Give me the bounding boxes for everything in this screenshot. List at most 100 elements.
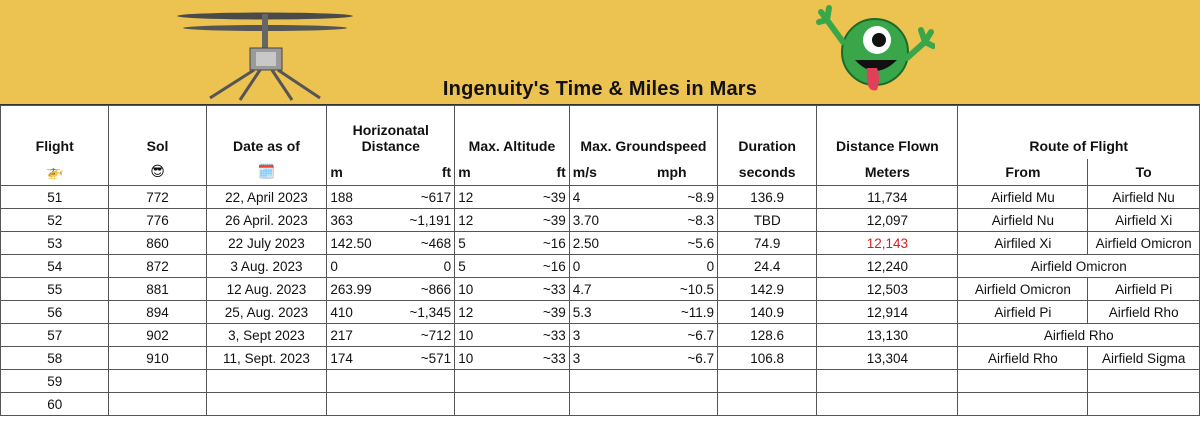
date-cell: 26 April. 2023 bbox=[205, 208, 328, 232]
from-cell: Airfield Nu bbox=[957, 208, 1089, 232]
table-row: 58 910 11, Sept. 2023 174 ~571 10 ~33 3 … bbox=[0, 346, 1200, 370]
horiz-ft-cell: ~712 bbox=[384, 323, 456, 347]
horiz-m-cell: 363 bbox=[326, 208, 385, 232]
speed-mph-cell: ~8.3 bbox=[626, 208, 719, 232]
speed-mph-cell: ~11.9 bbox=[626, 300, 719, 324]
table-row: 60 bbox=[0, 392, 1200, 416]
empty-cell bbox=[957, 369, 1089, 393]
from-cell: Airfield Rho bbox=[957, 346, 1089, 370]
horiz-ft-cell: ~468 bbox=[384, 231, 456, 255]
alt-m-cell: 12 bbox=[454, 208, 512, 232]
flights-table: Flight Sol Date as of Horizonatal Distan… bbox=[0, 105, 1200, 416]
speed-ms-cell: 3.70 bbox=[568, 208, 627, 232]
duration-cell: 24.4 bbox=[717, 254, 818, 278]
alt-m-unit: m bbox=[454, 158, 512, 186]
distance-unit: Meters bbox=[816, 158, 959, 186]
horiz-ft-cell: ~1,191 bbox=[384, 208, 456, 232]
alien-icon bbox=[816, 5, 935, 91]
route-header: Route of Flight bbox=[957, 105, 1200, 159]
empty-cell bbox=[1087, 392, 1200, 416]
alt-ft-cell: ~39 bbox=[511, 208, 570, 232]
empty-cell bbox=[957, 392, 1089, 416]
speed-mph-cell: ~8.9 bbox=[626, 185, 719, 209]
alt-m-cell: 10 bbox=[454, 277, 512, 301]
distance-cell: 12,503 bbox=[816, 277, 959, 301]
table-row: 57 902 3, Sept 2023 217 ~712 10 ~33 3 ~6… bbox=[0, 323, 1200, 347]
date-header: Date as of bbox=[205, 105, 328, 159]
speed-mph-unit: mph bbox=[626, 158, 719, 186]
empty-cell bbox=[108, 392, 207, 416]
sol-cell: 860 bbox=[108, 231, 207, 255]
from-cell: Airfield Mu bbox=[957, 185, 1089, 209]
distance-cell: 12,097 bbox=[816, 208, 959, 232]
distance-cell-highlighted: 12,143 bbox=[816, 231, 959, 255]
sol-cell: 910 bbox=[108, 346, 207, 370]
table-row: 59 bbox=[0, 369, 1200, 393]
route-cell: Airfield Rho bbox=[957, 323, 1200, 347]
distance-flown-header: Distance Flown bbox=[816, 105, 959, 159]
horiz-m-cell: 263.99 bbox=[326, 277, 385, 301]
sol-cell: 902 bbox=[108, 323, 207, 347]
horiz-m-cell: 217 bbox=[326, 323, 385, 347]
from-cell: Airfield Pi bbox=[957, 300, 1089, 324]
horiz-ft-cell: ~617 bbox=[384, 185, 456, 209]
distance-cell: 13,304 bbox=[816, 346, 959, 370]
from-cell: Airfiled Xi bbox=[957, 231, 1089, 255]
from-cell: Airfield Omicron bbox=[957, 277, 1089, 301]
to-cell: Airfield Nu bbox=[1087, 185, 1200, 209]
horiz-m-cell: 174 bbox=[326, 346, 385, 370]
max-groundspeed-header: Max. Groundspeed bbox=[568, 105, 719, 159]
empty-cell bbox=[384, 369, 456, 393]
empty-cell bbox=[717, 392, 818, 416]
alt-m-cell: 12 bbox=[454, 185, 512, 209]
empty-cell bbox=[205, 369, 328, 393]
alt-ft-cell: ~39 bbox=[511, 300, 570, 324]
duration-cell: TBD bbox=[717, 208, 818, 232]
from-header: From bbox=[957, 158, 1089, 186]
speed-ms-cell: 4.7 bbox=[568, 277, 627, 301]
horiz-ft-cell: ~1,345 bbox=[384, 300, 456, 324]
horiz-ft-unit: ft bbox=[384, 158, 456, 186]
sol-cell: 776 bbox=[108, 208, 207, 232]
alt-m-cell: 10 bbox=[454, 323, 512, 347]
flight-cell: 51 bbox=[0, 185, 110, 209]
to-cell: Airfield Omicron bbox=[1087, 231, 1200, 255]
speed-mph-cell: ~6.7 bbox=[626, 323, 719, 347]
distance-cell: 12,914 bbox=[816, 300, 959, 324]
alt-ft-cell: ~39 bbox=[511, 185, 570, 209]
speed-ms-cell: 3 bbox=[568, 323, 627, 347]
empty-cell bbox=[326, 369, 385, 393]
horizontal-distance-header: Horizonatal Distance bbox=[326, 105, 456, 159]
alt-ft-cell: ~16 bbox=[511, 254, 570, 278]
to-cell: Airfield Rho bbox=[1087, 300, 1200, 324]
alt-m-cell: 12 bbox=[454, 300, 512, 324]
title-banner: Ingenuity's Time & Miles in Mars bbox=[0, 0, 1200, 105]
speed-mph-cell: ~10.5 bbox=[626, 277, 719, 301]
date-cell: 12 Aug. 2023 bbox=[205, 277, 328, 301]
alt-m-cell: 5 bbox=[454, 254, 512, 278]
table-row: 54 872 3 Aug. 2023 0 0 5 ~16 0 0 24.4 12… bbox=[0, 254, 1200, 278]
empty-cell bbox=[511, 369, 570, 393]
empty-cell bbox=[626, 369, 719, 393]
flight-cell: 53 bbox=[0, 231, 110, 255]
sol-cell: 772 bbox=[108, 185, 207, 209]
date-cell: 22 July 2023 bbox=[205, 231, 328, 255]
empty-cell bbox=[326, 392, 385, 416]
flight-cell: 55 bbox=[0, 277, 110, 301]
empty-cell bbox=[568, 369, 627, 393]
flight-header: Flight bbox=[0, 105, 110, 159]
alt-m-cell: 5 bbox=[454, 231, 512, 255]
flight-cell: 57 bbox=[0, 323, 110, 347]
duration-cell: 140.9 bbox=[717, 300, 818, 324]
alt-ft-cell: ~16 bbox=[511, 231, 570, 255]
date-cell: 25, Aug. 2023 bbox=[205, 300, 328, 324]
duration-header: Duration bbox=[717, 105, 818, 159]
empty-cell bbox=[816, 392, 959, 416]
table-row: 52 776 26 April. 2023 363 ~1,191 12 ~39 … bbox=[0, 208, 1200, 232]
to-header: To bbox=[1087, 158, 1200, 186]
distance-cell: 11,734 bbox=[816, 185, 959, 209]
speed-ms-cell: 4 bbox=[568, 185, 627, 209]
flight-cell: 58 bbox=[0, 346, 110, 370]
flight-cell: 60 bbox=[0, 392, 110, 416]
horiz-m-cell: 410 bbox=[326, 300, 385, 324]
